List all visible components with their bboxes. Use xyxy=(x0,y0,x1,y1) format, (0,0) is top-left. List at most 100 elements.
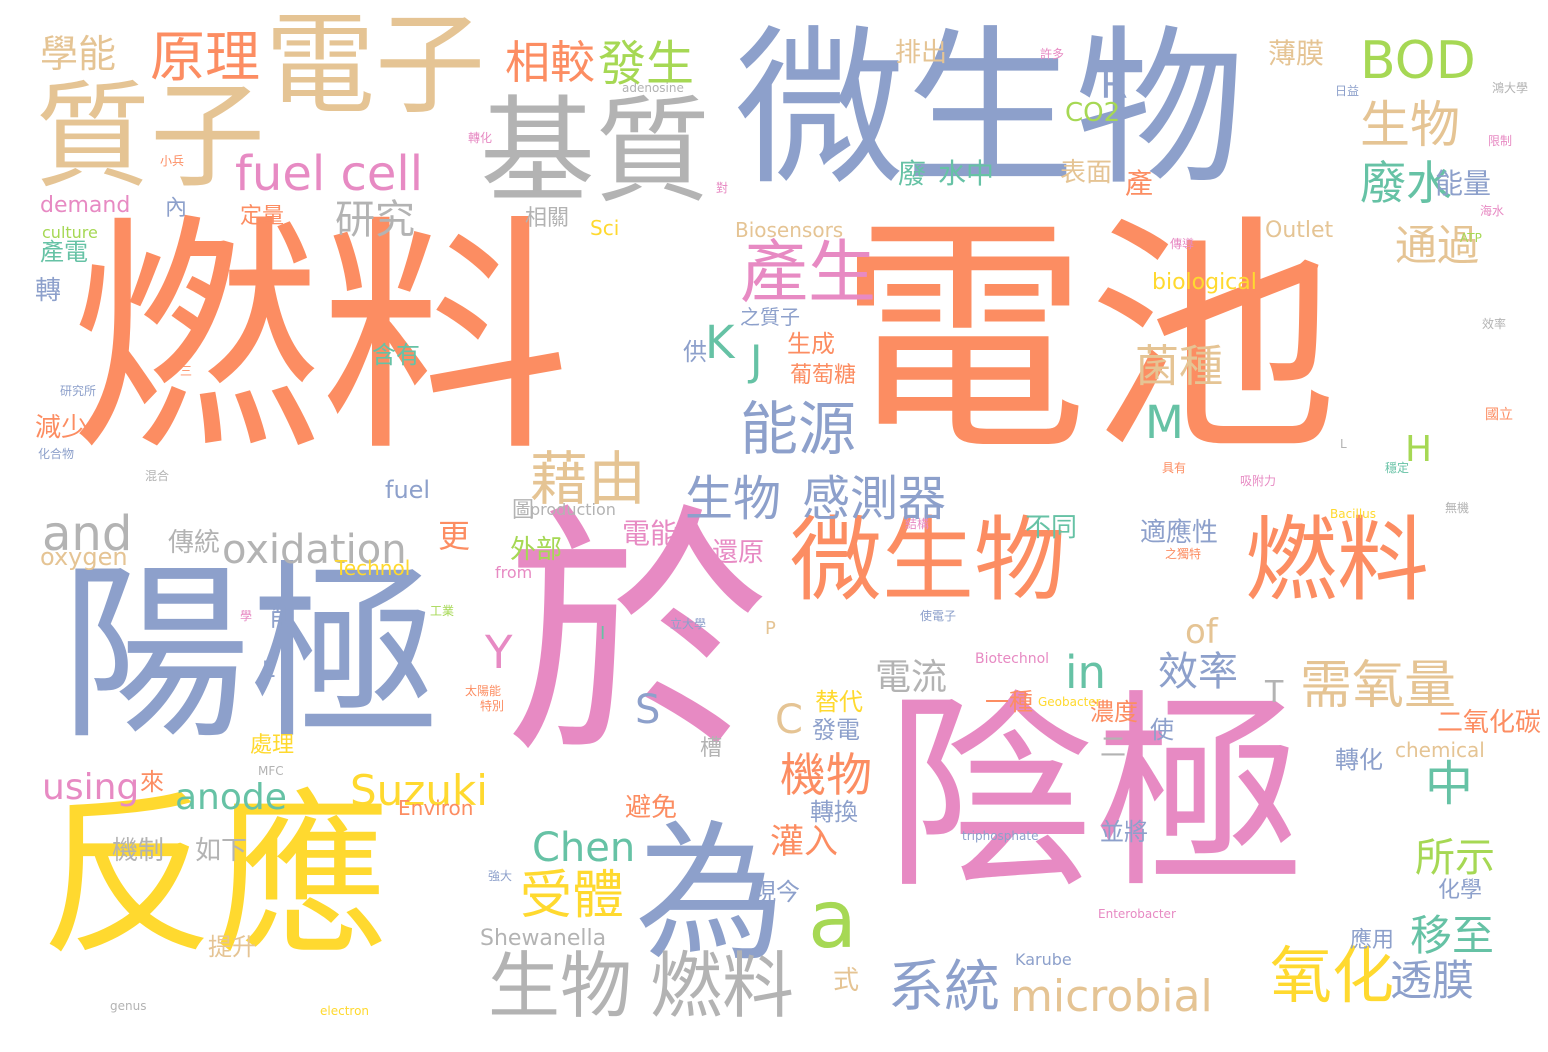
cloud-word-cjk-8: 質子 xyxy=(35,70,266,204)
cloud-word-cjk-87: 現今 xyxy=(752,878,800,906)
cloud-word-cjk-6: 反應 xyxy=(40,776,390,979)
cloud-word-cjk-65: 表面 xyxy=(1060,158,1113,188)
cloud-word-chen-42: Chen xyxy=(532,825,636,871)
cloud-word-cjk-113: 相關 xyxy=(525,206,570,231)
cloud-word-cjk-28: 學能 xyxy=(40,32,117,76)
cloud-word-cjk-154: 小兵 xyxy=(160,154,185,168)
cloud-word-cjk-13: 生物 xyxy=(488,944,633,1028)
cloud-word-cjk-91: 使 xyxy=(1150,716,1174,744)
cloud-word-suzuki-39: Suzuki xyxy=(350,766,488,815)
cloud-word-cjk-14: 燃料 xyxy=(650,944,795,1028)
cloud-word-cjk-83: 應用 xyxy=(1350,928,1395,953)
cloud-word-cjk-64: 廢 xyxy=(898,157,927,190)
cloud-word-cjk-103: 減少 xyxy=(35,413,88,443)
cloud-word-karube-85: Karube xyxy=(1015,950,1072,969)
cloud-word-cjk-67: 能量 xyxy=(1435,167,1492,200)
cloud-word-p-128: P xyxy=(765,618,776,639)
cloud-word-cjk-2: 微生物 xyxy=(735,11,1246,209)
cloud-word-cjk-68: 薄膜 xyxy=(1268,37,1325,70)
cloud-word-cjk-44: 菌種 xyxy=(1135,341,1223,392)
cloud-word-fuel-cell-15: fuel cell xyxy=(235,146,424,202)
cloud-word-cjk-93: 發電 xyxy=(812,716,860,744)
cloud-word-environ-98: Environ xyxy=(398,796,474,820)
cloud-word-atp-137: ATP xyxy=(1460,231,1482,245)
cloud-word-technol-99: Technol xyxy=(335,556,411,580)
cloud-word-cjk-119: 轉 xyxy=(35,276,62,306)
cloud-word-production-124: production xyxy=(530,500,616,519)
cloud-word-cjk-1: 電池 xyxy=(838,194,1338,485)
cloud-word-cjk-88: 轉換 xyxy=(810,798,858,826)
cloud-word-m-48: M xyxy=(1145,396,1184,449)
cloud-word-fuel-71: fuel xyxy=(385,476,431,504)
cloud-word-genus-133: genus xyxy=(110,999,147,1013)
cloud-word-cjk-97: 避免 xyxy=(625,793,678,823)
cloud-word-cjk-145: 效率 xyxy=(1482,317,1507,331)
cloud-word-microbial-19: microbial xyxy=(1010,971,1213,1022)
cloud-word-enterobacter-131: Enterobacter xyxy=(1098,907,1176,921)
cloud-word-cjk-60: 透膜 xyxy=(1390,956,1475,1005)
cloud-word-cjk-59: 移至 xyxy=(1410,911,1495,960)
cloud-word-cjk-38: 受體 xyxy=(520,866,625,926)
cloud-word-cjk-142: 鴻大學 xyxy=(1492,81,1529,95)
cloud-word-in-34: in xyxy=(1065,646,1107,699)
cloud-word-cjk-150: 特別 xyxy=(480,699,505,713)
cloud-word-cjk-167: 傳導 xyxy=(1170,237,1195,251)
cloud-word-a-20: a xyxy=(808,873,858,966)
cloud-word-cjk-47: 效率 xyxy=(1158,649,1238,695)
cloud-word-outlet-110: Outlet xyxy=(1265,218,1334,243)
cloud-word-s-53: S xyxy=(635,687,661,733)
cloud-word-chemical-81: chemical xyxy=(1395,738,1485,762)
cloud-word-cjk-151: 工業 xyxy=(430,604,455,618)
cloud-word-cjk-63: 水中 xyxy=(938,157,995,190)
cloud-word-cjk-10: 微生物 xyxy=(790,507,1067,614)
cloud-word-cjk-89: 並將 xyxy=(1100,818,1148,846)
cloud-word-h-55: H xyxy=(1405,429,1433,470)
cloud-word-cjk-158: 化合物 xyxy=(38,447,75,461)
cloud-word-cjk-100: 機制 xyxy=(112,836,165,866)
cloud-word-cjk-148: 強大 xyxy=(488,869,513,883)
cloud-word-cjk-36: 氧化 xyxy=(1270,939,1395,1012)
cloud-word-cjk-62: 灌入 xyxy=(770,822,838,862)
cloud-word-demand-116: demand xyxy=(40,193,131,218)
cloud-word-cjk-140: 許多 xyxy=(1040,47,1065,61)
cloud-word-cjk-166: 使電子 xyxy=(920,609,957,623)
cloud-word-cjk-58: 更 xyxy=(438,517,471,555)
cloud-word-cjk-92: 一種 xyxy=(985,688,1033,716)
cloud-word-cjk-4: 陰極 xyxy=(885,672,1306,917)
cloud-word-cjk-78: 適應性 xyxy=(1140,518,1219,548)
cloud-word-cjk-161: 具有 xyxy=(1162,461,1187,475)
cloud-word-electron-132: electron xyxy=(320,1004,370,1018)
cloud-word-cjk-69: 排出 xyxy=(895,38,948,68)
cloud-word-cjk-157: 研究所 xyxy=(60,384,97,398)
cloud-word-bacillus-135: Bacillus xyxy=(1330,507,1377,521)
cloud-word-cjk-3: 於 xyxy=(505,483,770,791)
cloud-word-cjk-94: 替代 xyxy=(815,688,863,716)
cloud-word-co2-70: CO2 xyxy=(1065,98,1121,128)
cloud-word-geobacter-134: Geobacter xyxy=(1038,695,1101,709)
cloud-word-cjk-26: 感測器 xyxy=(802,471,947,527)
cloud-word-cjk-153: 學 xyxy=(240,609,253,623)
cloud-word-cjk-79: 二氧化碳 xyxy=(1437,708,1542,738)
cloud-word-cjk-104: 含有 xyxy=(372,341,420,369)
cloud-word-cjk-75: 電能 xyxy=(622,517,679,550)
cloud-word-e-127: E xyxy=(262,658,276,683)
cloud-word-adenosine-136: adenosine xyxy=(622,81,684,95)
cloud-word-of-57: of xyxy=(1185,612,1218,652)
cloud-word-l-139: L xyxy=(1340,437,1347,451)
cloud-word-cjk-73: 傳統 xyxy=(168,528,221,558)
cloud-word-cjk-164: 結構 xyxy=(905,517,930,531)
cloud-word-cjk-46: 電流 xyxy=(875,657,948,698)
cloud-word-cjk-61: 所示 xyxy=(1415,835,1495,881)
cloud-word-biosensors-111: Biosensors xyxy=(735,218,844,242)
cloud-word-mfc-138: MFC xyxy=(258,764,284,778)
cloud-word-cjk-122: 圖 xyxy=(512,498,535,523)
cloud-word-using-41: using xyxy=(42,767,140,808)
cloud-word-cjk-160: 三 xyxy=(180,364,193,378)
cloud-word-cjk-43: 機物 xyxy=(780,748,872,802)
cloud-word-cjk-27: 原理 xyxy=(150,25,261,89)
cloud-word-cjk-101: 如下 xyxy=(195,836,248,866)
cloud-word-cjk-90: 濃度 xyxy=(1090,698,1138,726)
cloud-word-y-52: Y xyxy=(485,626,513,679)
cloud-word-cjk-143: 限制 xyxy=(1488,134,1513,148)
cloud-word-cjk-29: 相較 xyxy=(505,36,596,89)
